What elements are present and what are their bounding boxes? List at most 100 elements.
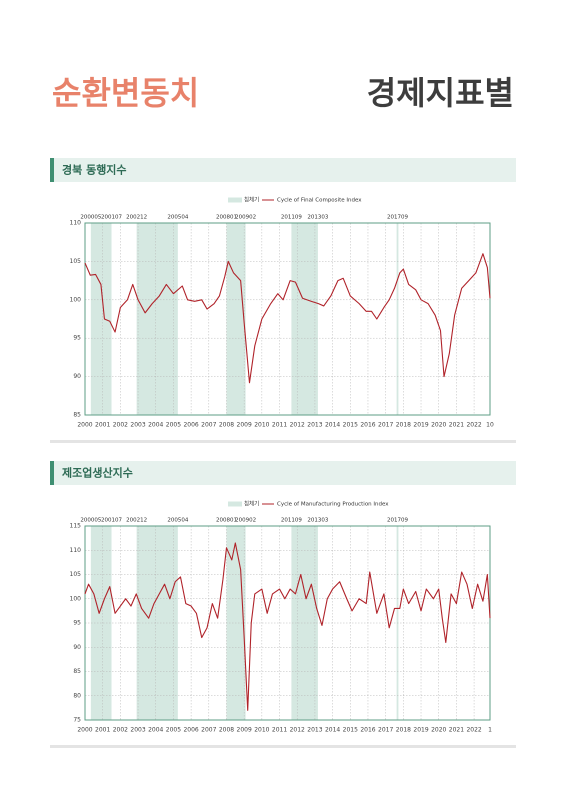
section-marker	[50, 461, 54, 485]
y-tick-label: 105	[70, 571, 82, 578]
section-title: 경북 동행지수	[62, 163, 127, 177]
legend-swatch-shade	[228, 501, 242, 507]
x-tick-label: 2009	[237, 727, 252, 734]
x-tick-label: 2010	[254, 422, 269, 429]
x-tick-label: 1	[488, 727, 492, 734]
section-separator	[50, 440, 516, 443]
y-tick-label: 80	[73, 692, 81, 699]
page-title-left: 순환변동치	[52, 74, 199, 112]
section-title: 제조업생산지수	[62, 466, 133, 480]
x-tick-label: 2002	[113, 727, 128, 734]
x-tick-label: 2010	[254, 727, 269, 734]
x-tick-label: 2005	[166, 422, 181, 429]
x-tick-label: 2022	[466, 422, 481, 429]
x-tick-label: 2015	[343, 727, 358, 734]
legend-label: Cycle of Final Composite Index	[277, 198, 362, 204]
data-line	[84, 253, 491, 384]
plot-frame	[84, 222, 491, 416]
x-tick-label: 2001	[95, 727, 110, 734]
x-tick-label: 2021	[449, 422, 464, 429]
period-annotation: 200801	[216, 215, 237, 221]
y-tick-label: 100	[70, 296, 82, 303]
x-tick-label: 2020	[431, 422, 446, 429]
x-tick-label: 2005	[166, 727, 181, 734]
x-tick-label: 2000	[77, 727, 92, 734]
period-annotation: 200504	[167, 215, 188, 221]
period-annotation: 200107	[101, 215, 122, 221]
x-tick-label: 2017	[378, 727, 393, 734]
x-tick-label: 2007	[201, 422, 216, 429]
y-tick-label: 90	[73, 373, 81, 380]
x-tick-label: 2007	[201, 727, 216, 734]
x-tick-label: 2006	[183, 422, 198, 429]
shaded-period	[291, 223, 318, 415]
x-tick-label: 2022	[466, 727, 481, 734]
shaded-period	[396, 223, 399, 415]
x-tick-label: 2004	[148, 422, 163, 429]
period-annotation: 200005	[80, 215, 101, 221]
y-tick-label: 100	[70, 595, 82, 602]
x-tick-label: 2003	[130, 727, 145, 734]
y-tick-label: 95	[73, 335, 81, 342]
x-tick-label: 2012	[290, 422, 305, 429]
period-annotation: 200504	[167, 518, 188, 524]
section-separator	[50, 745, 516, 748]
x-tick-label: 2008	[219, 727, 234, 734]
period-annotation: 201709	[387, 518, 408, 524]
period-annotation: 200902	[235, 518, 256, 524]
shaded-period	[136, 223, 178, 415]
x-tick-label: 2009	[237, 422, 252, 429]
x-tick-label: 2006	[183, 727, 198, 734]
legend-label: Cycle of Manufacturing Production Index	[277, 502, 389, 508]
x-tick-label: 2008	[219, 422, 234, 429]
x-tick-label: 2013	[307, 727, 322, 734]
period-annotation: 200902	[235, 215, 256, 221]
x-tick-label: 2018	[396, 422, 411, 429]
period-annotation: 200801	[216, 518, 237, 524]
y-tick-label: 105	[70, 258, 82, 265]
page-title-right: 경제지표별	[367, 74, 514, 112]
x-tick-label: 2018	[396, 727, 411, 734]
y-tick-label: 75	[73, 717, 81, 724]
x-tick-label: 2014	[325, 727, 340, 734]
x-tick-label: 2000	[77, 422, 92, 429]
y-tick-label: 85	[73, 412, 81, 419]
x-tick-label: 2019	[413, 727, 428, 734]
x-tick-label: 2014	[325, 422, 340, 429]
x-tick-label: 2002	[113, 422, 128, 429]
x-tick-label: 2021	[449, 727, 464, 734]
period-annotation: 201303	[307, 215, 328, 221]
x-tick-label: 2004	[148, 727, 163, 734]
legend-shade-label: 침체기	[244, 196, 259, 204]
y-tick-label: 85	[73, 668, 81, 675]
x-tick-label: 2019	[413, 422, 428, 429]
x-tick-label: 2020	[431, 727, 446, 734]
period-annotation: 201109	[281, 518, 302, 524]
section-band	[50, 158, 516, 182]
y-tick-label: 115	[70, 523, 82, 530]
period-annotation: 201709	[387, 215, 408, 221]
x-tick-label: 2001	[95, 422, 110, 429]
legend-swatch-shade	[228, 197, 242, 203]
section-marker	[50, 158, 54, 182]
period-annotation: 200212	[126, 215, 147, 221]
x-tick-label: 2011	[272, 422, 287, 429]
x-tick-label: 2012	[290, 727, 305, 734]
x-tick-label: 2013	[307, 422, 322, 429]
legend-shade-label: 침체기	[244, 500, 259, 508]
shaded-period	[90, 223, 112, 415]
period-annotation: 200005	[80, 518, 101, 524]
data-line	[84, 542, 491, 711]
shaded-period	[226, 223, 246, 415]
x-tick-label: 10	[486, 422, 494, 429]
period-annotation: 201109	[281, 215, 302, 221]
y-tick-label: 110	[70, 220, 82, 227]
y-tick-label: 110	[70, 547, 82, 554]
x-tick-label: 2016	[360, 727, 375, 734]
section-band	[50, 461, 516, 485]
period-annotation: 201303	[307, 518, 328, 524]
x-tick-label: 2003	[130, 422, 145, 429]
x-tick-label: 2016	[360, 422, 375, 429]
period-annotation: 200107	[101, 518, 122, 524]
